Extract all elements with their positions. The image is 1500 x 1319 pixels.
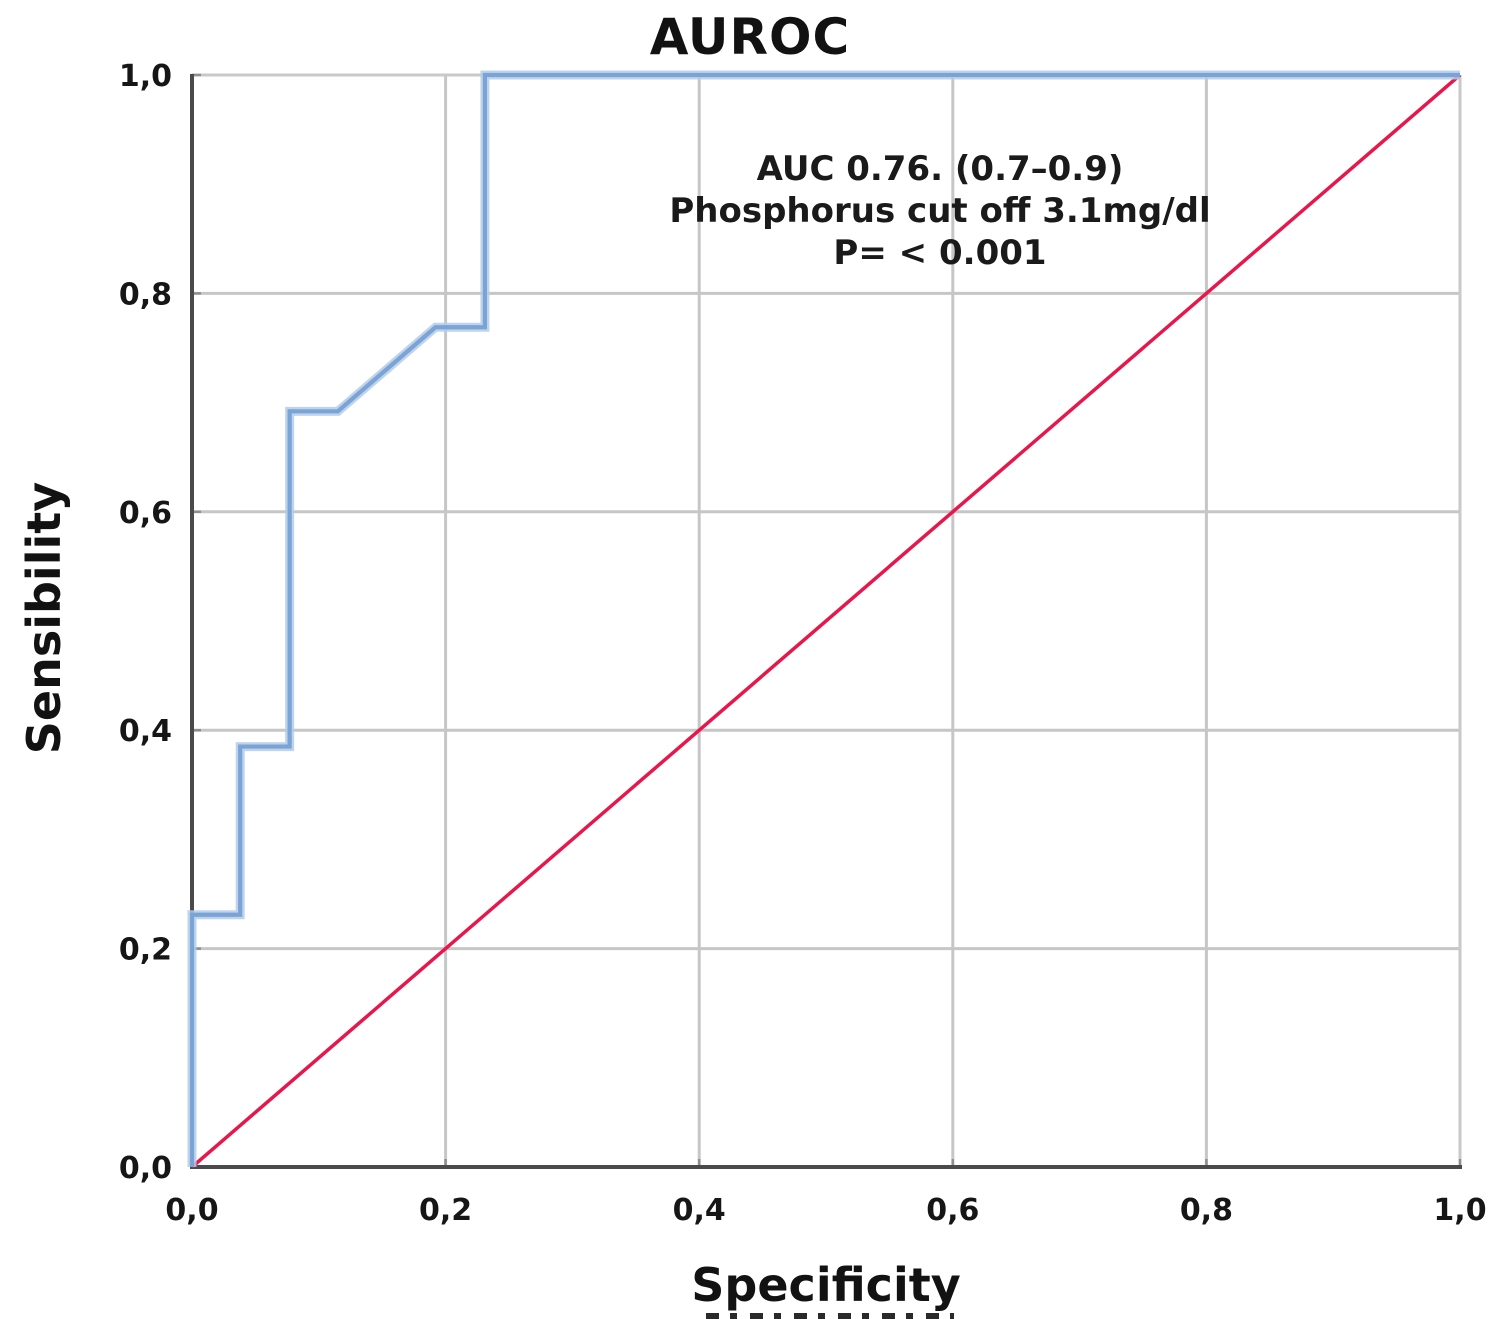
auc-annotation: AUC 0.76. (0.7–0.9) Phosphorus cut off 3… [669,148,1210,274]
x-tick-label: 0,6 [926,1193,979,1228]
y-tick-label: 0,6 [119,496,172,531]
y-tick-label: 0,0 [119,1151,172,1186]
y-tick-label: 1,0 [119,59,172,94]
y-tick-label: 0,2 [119,933,172,968]
y-tick-label: 0,4 [119,714,172,749]
p-value-text: P= < 0.001 [833,233,1047,273]
roc-curve-line [189,72,1460,1167]
y-axis-title: Sensibility [17,481,71,755]
chart-title: AUROC [649,8,851,66]
x-axis-title: Specificity [691,1258,961,1312]
cutoff-text: Phosphorus cut off 3.1mg/dl [669,191,1211,231]
clipped-text-fragment [706,1313,954,1319]
auc-value-text: AUC 0.76. (0.7–0.9) [756,149,1124,189]
x-tick-label: 0,0 [165,1193,218,1228]
y-tick-label: 0,8 [119,277,172,312]
x-tick-label: 0,8 [1180,1193,1233,1228]
reference-diagonal-line [190,73,1462,1169]
x-tick-label: 1,0 [1433,1193,1486,1228]
x-tick-label: 0,4 [673,1193,726,1228]
x-tick-label: 0,2 [419,1193,472,1228]
